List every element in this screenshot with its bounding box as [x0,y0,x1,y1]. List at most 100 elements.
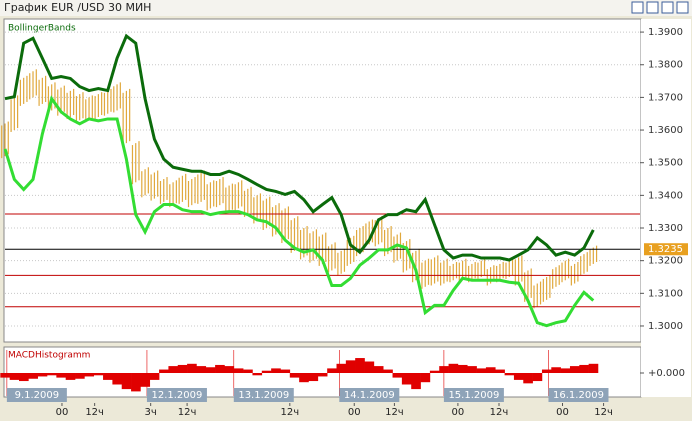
histogram-bar [569,366,580,373]
date-box [548,388,609,402]
time-label: 00 [556,407,569,418]
histogram-bar [364,361,375,373]
panel-title: BollingerBands [8,24,76,34]
date-label: 16.1.2009 [553,390,604,401]
window-title: График EUR /USD 30 МИН [4,1,151,14]
histogram-bar [112,373,123,385]
window-buttons[interactable] [631,1,689,14]
time-label: 12ч [594,407,613,418]
time-label: 12ч [280,407,299,418]
y-tick-label: 1.3800 [648,60,683,71]
button[interactable] [661,1,674,14]
button[interactable] [646,1,659,14]
histogram-bar [280,369,291,373]
date-label: 9.1.2009 [15,390,60,401]
histogram-bar [495,369,505,373]
histogram-bar [65,373,76,380]
band-line [4,33,595,262]
histogram-bar [233,368,244,373]
histogram-bar [420,373,431,383]
histogram-bar [37,373,48,377]
date-box [6,388,67,402]
histogram-bar [560,368,571,373]
button[interactable] [676,1,689,14]
histogram-bar [355,358,365,373]
histogram-bar [532,373,543,382]
histogram-bar [9,373,20,380]
y-tick-label: 1.3400 [648,190,683,201]
histogram-bar [140,373,151,387]
y-tick-label: 1.3000 [648,321,683,332]
histogram-bar [485,367,496,373]
y-tick-label: 1.3900 [648,27,683,38]
histogram-bar [168,366,179,373]
histogram-bar [121,373,132,390]
histogram-bar [308,373,319,382]
histogram-bar [187,363,197,373]
histogram-bar [467,366,477,373]
histogram-bar [28,373,38,379]
y-tick-label: 1.3600 [648,125,683,136]
histogram-bar [448,363,459,373]
date-box [339,388,400,402]
date-label: 13.1.2009 [238,390,289,401]
date-label: 14.1.2009 [344,390,395,401]
histogram-bar [317,373,328,377]
y-tick-label: 1.3300 [648,223,683,234]
histogram-bar [0,373,10,378]
date-label: 12.1.2009 [151,390,202,401]
histogram-bar [131,373,141,392]
time-label: 00 [56,407,69,418]
last-price-label: 1.3235 [648,244,683,255]
histogram-bar [93,373,104,376]
histogram-bar [215,364,225,373]
histogram-bar [579,364,589,373]
histogram-bar [271,368,281,373]
date-label: 15.1.2009 [448,390,499,401]
time-label: 12ч [385,407,404,418]
histogram-bar [429,370,440,373]
histogram-bar [47,373,57,376]
histogram-bar [523,373,533,384]
histogram-bar [327,368,337,373]
time-label: 00 [348,407,361,418]
title-bar [0,0,692,16]
histogram-bar [299,373,309,383]
histogram-bar [196,366,207,373]
histogram-bar [336,363,347,373]
histogram-bar [551,367,561,373]
last-price-box [644,243,688,256]
time-label: 3ч [145,407,157,418]
y-tick-label: 1.3500 [648,158,683,169]
histogram-bar [513,373,524,380]
panel-title: MACDHistogramm [8,351,90,361]
histogram-bar [476,368,487,373]
date-box [233,388,294,402]
histogram-bar [383,369,393,373]
main-panel [3,18,642,343]
time-label: 12ч [178,407,197,418]
histogram-bar [84,373,95,377]
price-axis [641,19,691,397]
time-label: 00 [452,407,465,418]
histogram-bar [177,364,188,373]
histogram-bar [457,364,468,373]
button[interactable] [631,1,644,14]
histogram-bar [243,369,253,373]
histogram-bar [19,373,29,382]
histogram-bar [401,373,412,385]
histogram-bar [75,373,85,379]
y-tick-label: 1.3100 [648,288,683,299]
macd-panel [3,346,642,398]
y-tick-label: 1.3700 [648,92,683,103]
band-line [3,95,595,328]
histogram-bar [345,360,356,373]
histogram-bar [392,373,403,378]
histogram-bar [56,373,66,378]
histogram-bar [252,373,263,376]
histogram-bar [159,369,169,373]
histogram-bar [149,373,160,380]
date-box [443,388,504,402]
